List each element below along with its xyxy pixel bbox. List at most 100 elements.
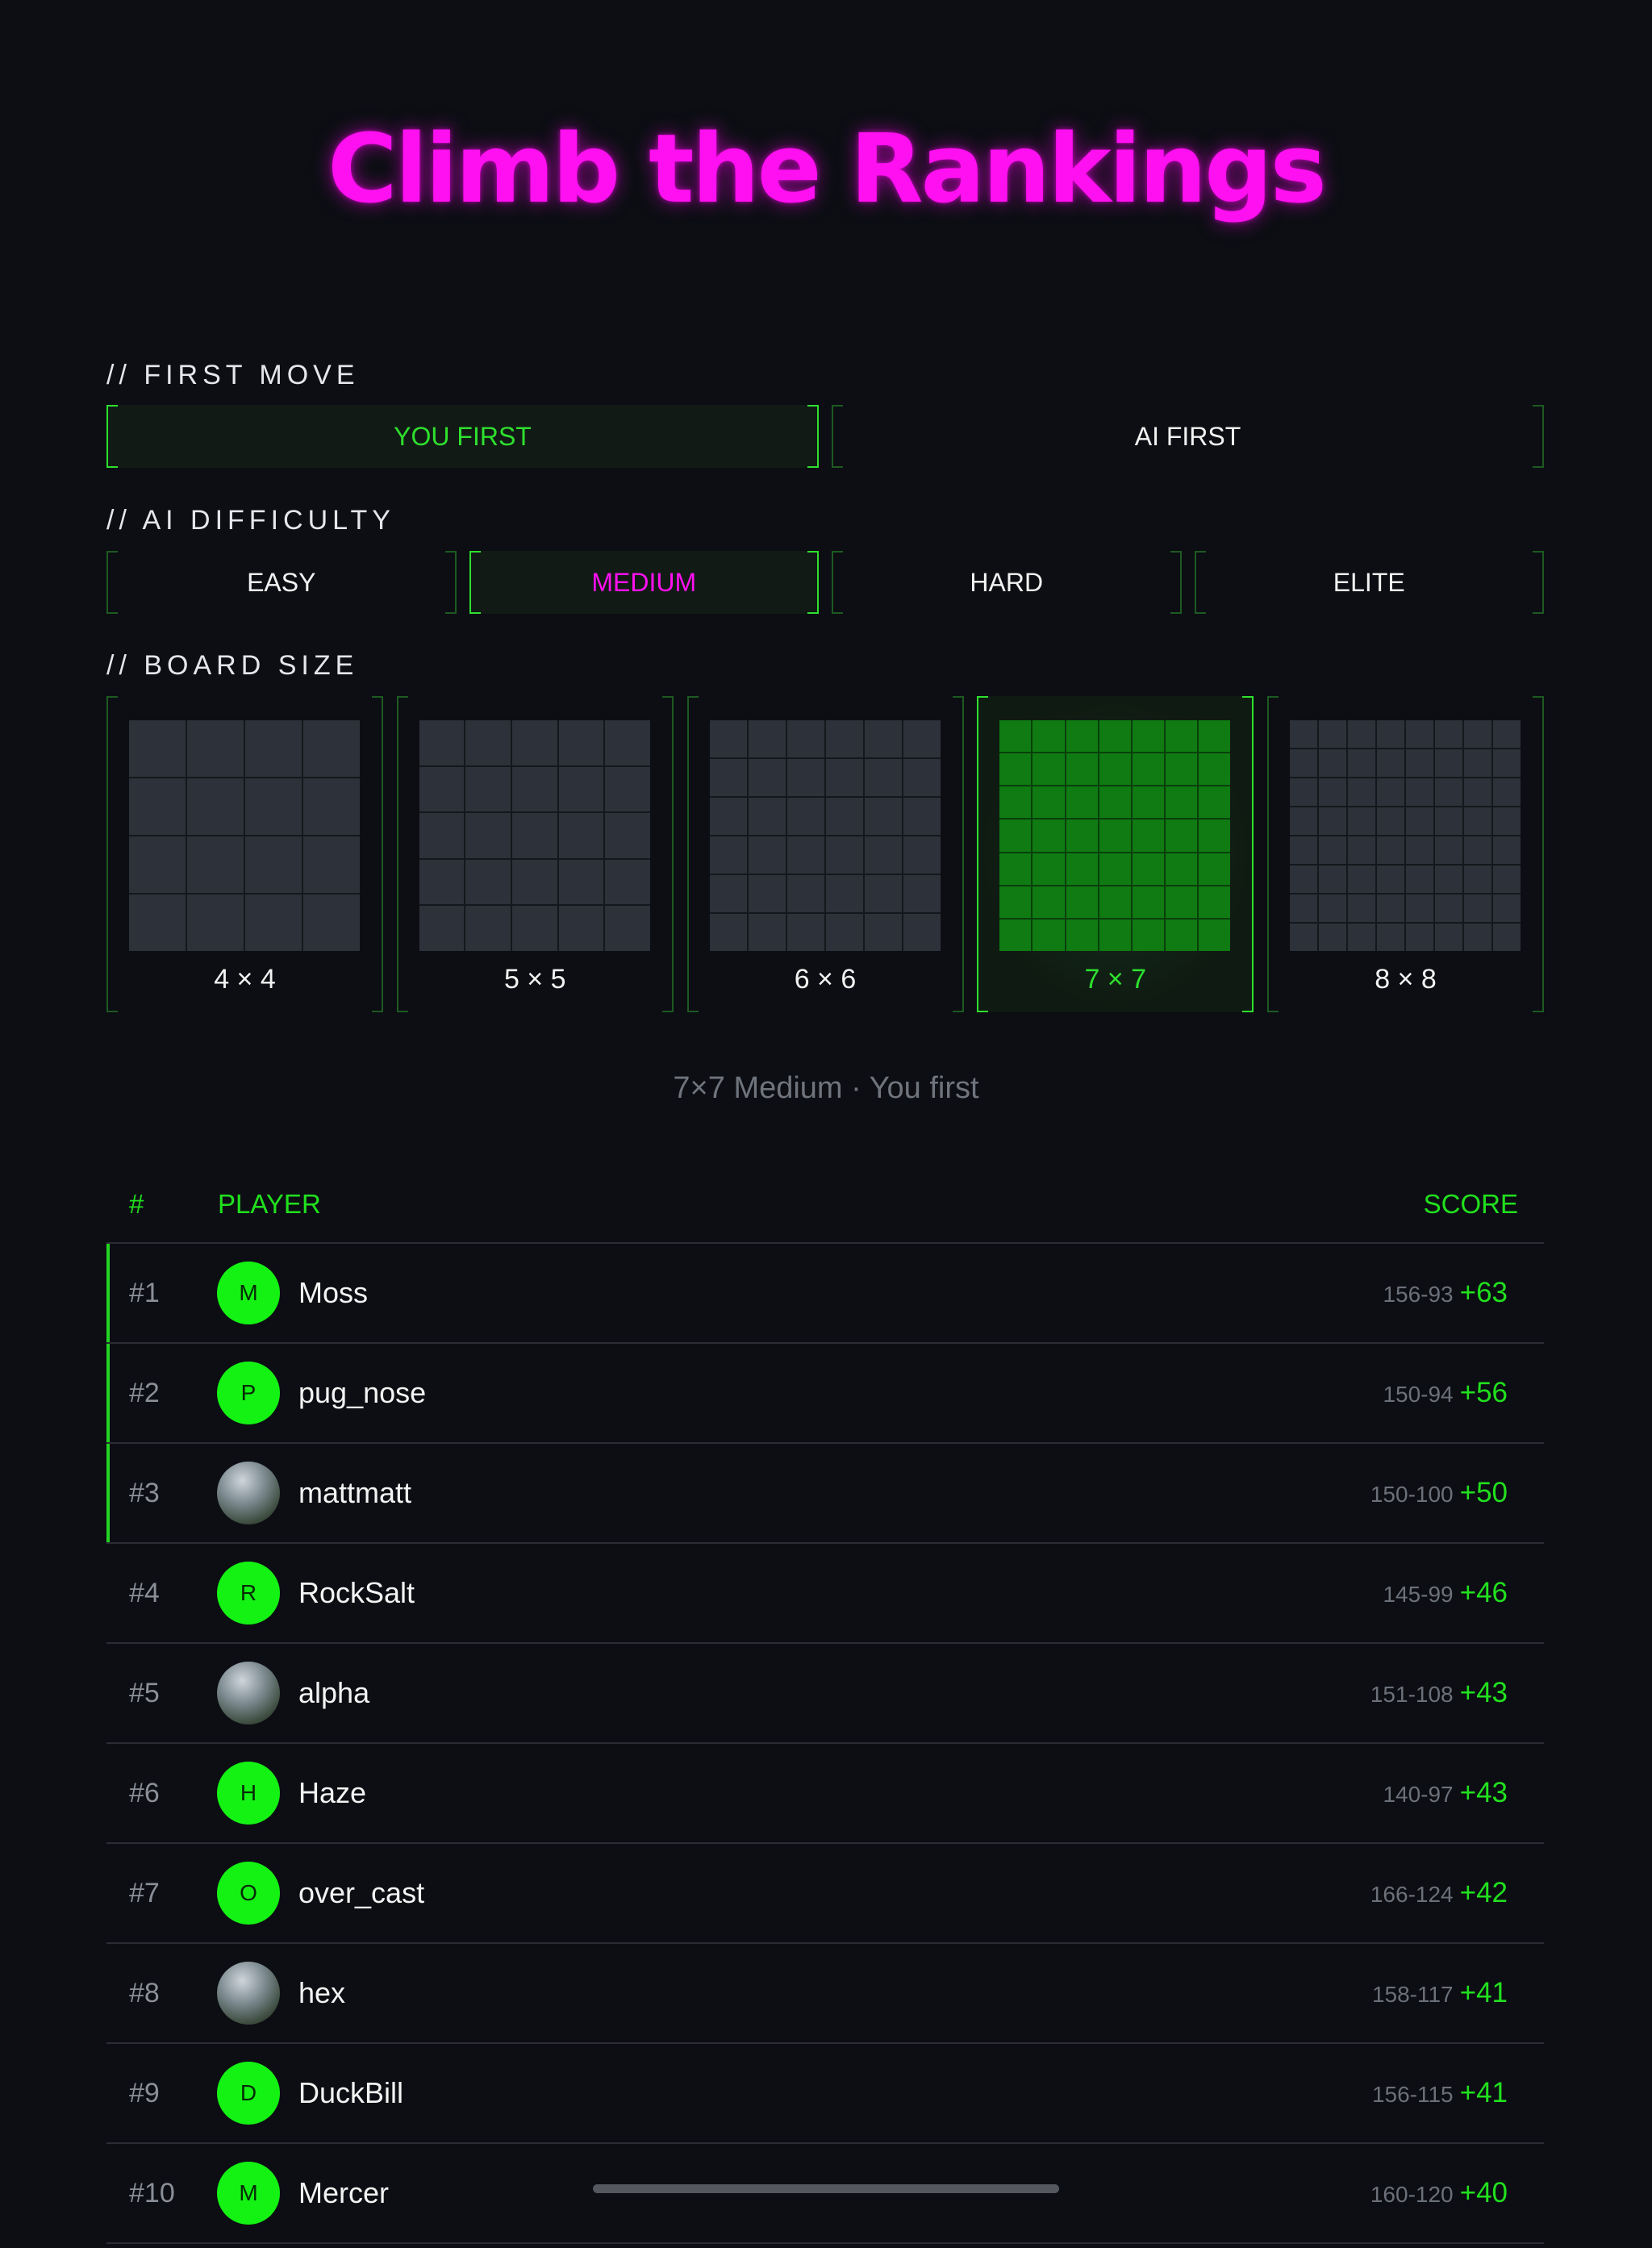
avatar-photo: [217, 1962, 280, 2025]
board-cell: [709, 798, 747, 835]
board-cell: [999, 753, 1032, 786]
board-cell: [1493, 836, 1521, 864]
leaderboard-row[interactable]: #10 M Mercer 160-120 +40: [106, 2144, 1544, 2244]
board-cell: [558, 813, 604, 858]
rank: #2: [129, 1378, 160, 1408]
player-name: Moss: [298, 1276, 369, 1309]
board-cell: [1066, 786, 1098, 819]
board-cell: [1493, 865, 1521, 893]
board-cell: [1066, 753, 1098, 786]
option-button[interactable]: ELITE: [1194, 551, 1545, 614]
summary: 7×7 Medium · You first: [673, 1071, 979, 1105]
board-cell: [1377, 865, 1404, 893]
board-cell: [709, 720, 747, 757]
board-option[interactable]: 5 × 5: [396, 696, 674, 1012]
avatar: O: [217, 1862, 280, 1925]
board-cell: [825, 875, 863, 912]
section-label: // AI DIFFICULTY: [106, 505, 395, 536]
leaderboard-row[interactable]: #1 M Moss 156-93 +63: [106, 1244, 1544, 1344]
option-button[interactable]: YOU FIRST: [106, 405, 819, 468]
rank: #4: [129, 1578, 160, 1608]
option-button[interactable]: MEDIUM: [469, 551, 819, 614]
board-cell: [999, 919, 1032, 951]
board-cell: [864, 798, 902, 835]
avatar-photo: [217, 1462, 280, 1524]
record: 140-97: [1383, 1782, 1454, 1807]
board-cell: [1066, 853, 1098, 885]
board-cell: [129, 895, 186, 951]
board-label: 7 × 7: [1084, 964, 1147, 995]
leaderboard-row[interactable]: #9 D DuckBill 156-115 +41: [106, 2044, 1544, 2144]
column-header: #: [129, 1189, 144, 1219]
board-cell: [1348, 865, 1375, 893]
leaderboard-row[interactable]: #3 mattmatt 150-100 +50: [106, 1444, 1544, 1544]
option-button[interactable]: AI FIRST: [832, 405, 1544, 468]
column-header: SCORE: [1423, 1189, 1518, 1219]
board-cell: [709, 875, 747, 912]
board-cell: [511, 720, 557, 765]
option-button[interactable]: HARD: [832, 551, 1182, 614]
score: +46: [1459, 1577, 1508, 1608]
board-cell: [1290, 836, 1317, 864]
board-cell: [1066, 820, 1098, 852]
leaderboard-row[interactable]: #4 R RockSalt 145-99 +46: [106, 1544, 1544, 1644]
board-cell: [903, 720, 941, 757]
board-cell: [1435, 924, 1462, 951]
board-cell: [1377, 720, 1404, 748]
board-cell: [748, 875, 786, 912]
leaderboard-row[interactable]: #8 hex 158-117 +41: [106, 1944, 1544, 2044]
board-cell: [825, 720, 863, 757]
board-cell: [1290, 865, 1317, 893]
board-cell: [1348, 924, 1375, 951]
rank: #3: [129, 1478, 160, 1508]
leaderboard-row[interactable]: #5 alpha 151-108 +43: [106, 1644, 1544, 1744]
board-cell: [1165, 786, 1198, 819]
score-cell: 166-124 +42: [1370, 1844, 1508, 1948]
board-cell: [245, 836, 302, 893]
player-name: RockSalt: [298, 1576, 415, 1609]
board-cell: [511, 906, 557, 951]
board-cell: [1032, 820, 1065, 852]
board-cell: [1032, 753, 1065, 786]
board-cell: [1377, 836, 1404, 864]
board-cell: [1319, 720, 1346, 748]
board-cell: [1290, 895, 1317, 922]
board-cell: [245, 778, 302, 835]
board-cell: [786, 914, 824, 951]
board-cell: [1290, 749, 1317, 777]
board-preview: [999, 720, 1231, 951]
board-cell: [1348, 895, 1375, 922]
score: +42: [1459, 1877, 1508, 1908]
board-cell: [1099, 786, 1131, 819]
board-cell: [605, 813, 650, 858]
board-cell: [1377, 807, 1404, 835]
score-cell: 150-94 +56: [1383, 1344, 1508, 1448]
board-cell: [1464, 749, 1491, 777]
board-option[interactable]: 7 × 7: [977, 696, 1254, 1012]
leaderboard-row[interactable]: #6 H Haze 140-97 +43: [106, 1744, 1544, 1844]
board-cell: [1406, 749, 1433, 777]
board-cell: [1066, 886, 1098, 918]
board-cell: [1319, 895, 1346, 922]
board-cell: [1199, 853, 1231, 885]
board-cell: [605, 859, 650, 905]
board-cell: [1032, 919, 1065, 951]
board-option[interactable]: 6 × 6: [686, 696, 964, 1012]
option-button[interactable]: EASY: [106, 551, 457, 614]
board-cell: [187, 720, 244, 777]
avatar: M: [217, 1262, 280, 1324]
board-option[interactable]: 4 × 4: [106, 696, 383, 1012]
board-option[interactable]: 8 × 8: [1267, 696, 1544, 1012]
player-name: hex: [298, 1976, 346, 2009]
board-cell: [1377, 749, 1404, 777]
board-preview: [129, 720, 360, 951]
board-cell: [303, 720, 360, 777]
board-preview: [709, 720, 941, 951]
board-cell: [1348, 807, 1375, 835]
board-cell: [748, 798, 786, 835]
board-cell: [1493, 895, 1521, 922]
board-cell: [864, 759, 902, 796]
